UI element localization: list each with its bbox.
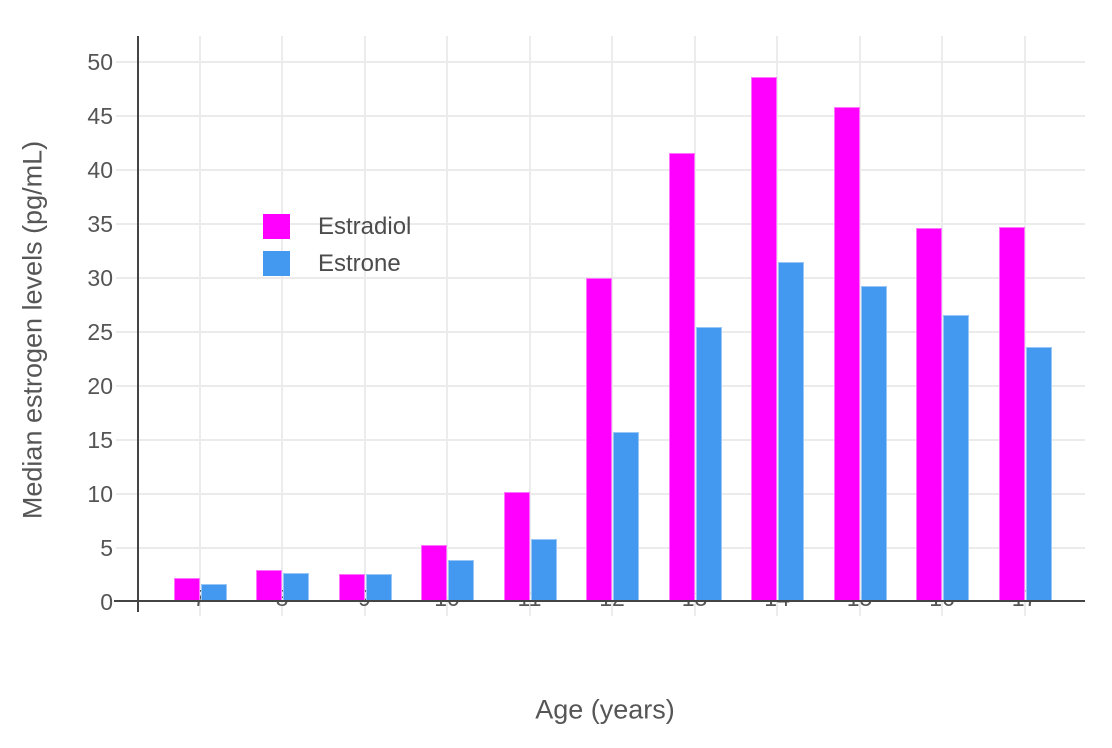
bar-estrone-age-10[interactable]	[448, 560, 474, 602]
bar-estrone-age-15[interactable]	[860, 286, 887, 602]
x-tick-label-14: 14	[764, 585, 790, 611]
x-tick-label-10: 10	[434, 585, 460, 611]
y-tick-label-15: 15	[87, 426, 113, 453]
bar-estrone-age-12[interactable]	[613, 432, 639, 602]
v-gridline-17	[1023, 36, 1026, 616]
legend-item-estrone[interactable]: Estrone	[263, 249, 411, 277]
v-gridline-10	[446, 36, 448, 616]
v-gridline-7	[198, 36, 201, 616]
legend-item-estradiol[interactable]: Estradiol	[263, 212, 412, 240]
bar-estradiol-age-15[interactable]	[833, 107, 860, 602]
v-gridline-8	[281, 36, 283, 616]
y-tick-label-40: 40	[87, 156, 113, 183]
v-gridline-11	[528, 36, 531, 616]
h-gridline-45	[116, 114, 1085, 117]
legend-label-estrone: Estrone	[318, 249, 401, 277]
v-gridline-14	[776, 36, 778, 616]
x-axis-line	[114, 600, 1085, 602]
bar-estrone-age-7[interactable]	[200, 584, 227, 602]
v-gridline-9	[363, 36, 366, 616]
bar-estradiol-age-16[interactable]	[916, 228, 942, 602]
y-axis-title: Median estrogen levels (pg/mL)	[17, 140, 48, 520]
v-gridline-13	[693, 36, 696, 616]
bar-estradiol-age-7[interactable]	[173, 578, 200, 602]
estrone-swatch-icon	[263, 251, 290, 276]
bar-estradiol-age-14[interactable]	[751, 77, 777, 602]
v-gridline-15	[858, 36, 861, 616]
h-gridline-50	[116, 60, 1085, 63]
x-tick-label-17: 17	[1011, 585, 1038, 611]
v-gridline-16	[941, 36, 943, 616]
y-tick-label-35: 35	[87, 210, 113, 237]
h-gridline-30	[116, 276, 1085, 279]
x-tick-label-11: 11	[490, 584, 570, 612]
y-tick-label-20: 20	[87, 372, 113, 399]
bar-estrone-age-8[interactable]	[283, 573, 309, 602]
y-tick-label-5: 5	[100, 534, 113, 561]
bar-estradiol-age-12[interactable]	[586, 278, 612, 602]
bar-estradiol-age-9[interactable]	[338, 574, 365, 602]
bar-estradiol-age-13[interactable]	[668, 153, 695, 602]
bar-estradiol-age-17[interactable]	[998, 227, 1025, 602]
bar-estrone-age-9[interactable]	[365, 574, 392, 602]
bar-estrone-age-11[interactable]	[530, 539, 557, 602]
y-tick-label-45: 45	[87, 102, 113, 129]
x-tick-label-16: 16	[929, 585, 955, 611]
bar-estradiol-age-11[interactable]	[503, 492, 530, 602]
h-gridline-40	[116, 168, 1085, 171]
plot-area: 0 5 10 15 20 25 30 35 40 45 50	[87, 36, 1085, 616]
y-tick-label-30: 30	[87, 264, 113, 291]
h-gridline-35	[116, 222, 1085, 225]
legend-label-estradiol: Estradiol	[318, 212, 412, 240]
x-axis-title: Age (years)	[535, 694, 675, 725]
estradiol-swatch-icon	[263, 214, 290, 239]
bar-estrone-age-13[interactable]	[695, 327, 722, 602]
x-tick-label-7: 7	[160, 584, 240, 612]
y-tick-label-25: 25	[87, 318, 113, 345]
v-gridline-12	[611, 36, 613, 616]
x-tick-label-9: 9	[325, 584, 405, 612]
bar-estradiol-age-10[interactable]	[421, 545, 447, 602]
bar-estrone-age-14[interactable]	[778, 262, 804, 602]
y-tick-label-10: 10	[87, 480, 113, 507]
bar-estrone-age-16[interactable]	[943, 315, 969, 602]
y-tick-label-50: 50	[87, 48, 113, 75]
x-tick-label-8: 8	[242, 584, 322, 612]
y-axis-line	[137, 36, 139, 612]
bar-estrone-age-17[interactable]	[1025, 347, 1052, 602]
x-tick-label-12: 12	[599, 585, 625, 611]
y-tick-label-0: 0	[100, 589, 113, 615]
legend: Estradiol Estrone	[263, 212, 412, 288]
bar-estradiol-age-8[interactable]	[256, 570, 282, 602]
x-tick-label-15: 15	[846, 585, 873, 611]
x-tick-label-13: 13	[681, 585, 708, 611]
